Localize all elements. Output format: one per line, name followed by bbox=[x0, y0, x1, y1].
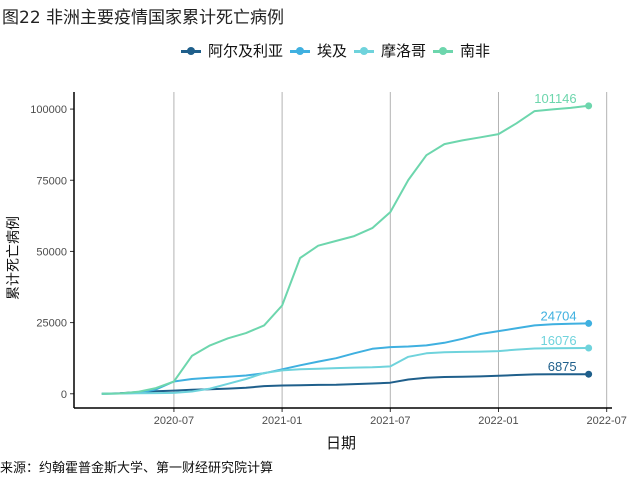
x-tick-label: 2020-07 bbox=[154, 415, 194, 427]
x-axis-label: 日期 bbox=[326, 434, 357, 452]
end-point-marker bbox=[585, 102, 593, 110]
y-tick-label: 75000 bbox=[36, 175, 67, 187]
y-tick-label: 25000 bbox=[36, 318, 67, 330]
x-tick-label: 2021-07 bbox=[370, 415, 410, 427]
end-point-marker bbox=[585, 319, 593, 327]
source-note: 来源：约翰霍普金斯大学、第一财经研究院计算 bbox=[0, 461, 274, 476]
end-value-label: 101146 bbox=[534, 91, 576, 106]
series-line bbox=[101, 373, 589, 395]
end-point-marker bbox=[585, 344, 593, 352]
legend: 阿尔及利亚 埃及 摩洛哥 南非 bbox=[180, 40, 496, 61]
legend-label: 埃及 bbox=[317, 42, 348, 60]
legend-item-south-africa: 南非 bbox=[432, 40, 490, 61]
end-point-marker bbox=[585, 370, 593, 378]
series-line bbox=[101, 104, 589, 395]
y-axis-label: 累计死亡病例 bbox=[6, 216, 22, 300]
x-tick-label: 2021-01 bbox=[262, 415, 302, 427]
series-line bbox=[101, 347, 589, 395]
chart-title: 图22 非洲主要疫情国家累计死亡病例 bbox=[2, 8, 285, 28]
legend-item-algeria: 阿尔及利亚 bbox=[180, 40, 283, 61]
legend-item-morocco: 摩洛哥 bbox=[353, 40, 426, 61]
legend-key-icon bbox=[432, 44, 454, 58]
end-value-label: 6875 bbox=[548, 359, 577, 374]
legend-key-icon bbox=[180, 44, 202, 58]
x-tick-label: 2022-07 bbox=[586, 415, 626, 427]
y-tick-label: 100000 bbox=[30, 104, 67, 116]
y-tick-label: 0 bbox=[61, 389, 67, 401]
x-tick-label: 2022-01 bbox=[478, 415, 518, 427]
end-value-label: 16076 bbox=[540, 333, 576, 348]
legend-item-egypt: 埃及 bbox=[289, 40, 347, 61]
series-line bbox=[101, 322, 589, 395]
legend-label: 阿尔及利亚 bbox=[208, 42, 284, 60]
y-tick-label: 50000 bbox=[36, 246, 67, 258]
end-value-label: 24704 bbox=[540, 308, 576, 323]
legend-key-icon bbox=[353, 44, 375, 58]
legend-label: 南非 bbox=[460, 42, 491, 60]
legend-label: 摩洛哥 bbox=[381, 42, 427, 60]
legend-key-icon bbox=[289, 44, 311, 58]
